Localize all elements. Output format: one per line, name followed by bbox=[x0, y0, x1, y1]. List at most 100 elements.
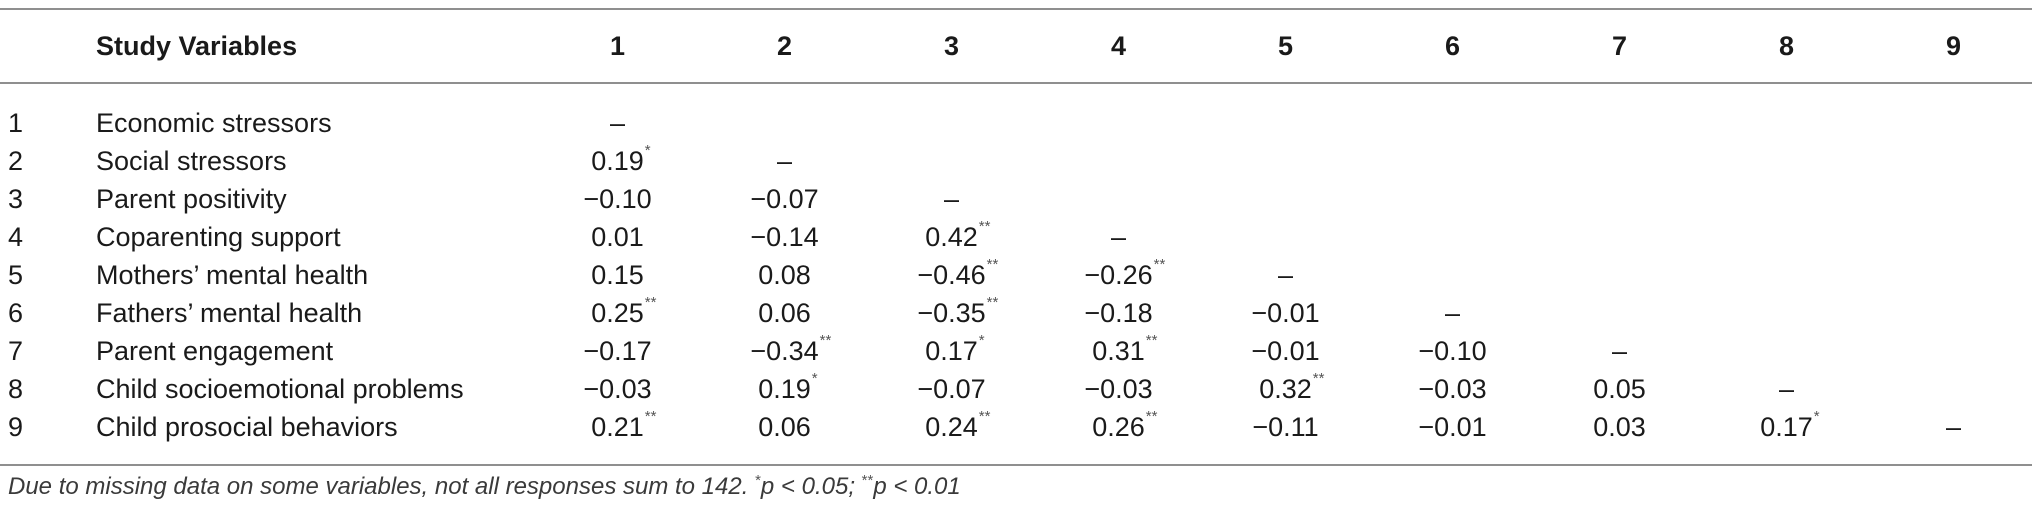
footnote-p-threshold-2: p < 0.01 bbox=[873, 473, 961, 500]
cell-content: – bbox=[1946, 412, 1961, 443]
cell-content: – bbox=[1779, 374, 1794, 405]
table-row: 7 Parent engagement −0.17 −0.34 ** 0.17 * 0.31 *… bbox=[0, 332, 2032, 370]
correlation-cell: −0.11 bbox=[1202, 408, 1369, 465]
correlation-value: – bbox=[1110, 221, 1127, 252]
correlation-cell: −0.01 bbox=[1369, 408, 1536, 465]
cell-content: 0.15 bbox=[591, 260, 644, 291]
header-col-6: 6 bbox=[1444, 30, 1461, 61]
significance-marker: ** bbox=[1153, 255, 1166, 273]
table-row: 9 Child prosocial behaviors 0.21 ** 0.06 0.24… bbox=[0, 408, 2032, 465]
correlation-cell bbox=[1202, 180, 1369, 218]
correlation-cell: 0.01 bbox=[534, 218, 701, 256]
correlation-value: −0.18 bbox=[1084, 297, 1153, 328]
correlation-cell: – bbox=[1202, 256, 1369, 294]
correlation-cell bbox=[1536, 218, 1703, 256]
correlation-cell bbox=[1369, 218, 1536, 256]
row-number: 1 bbox=[8, 107, 24, 138]
correlation-value: 0.15 bbox=[591, 259, 644, 290]
cell-content: −0.26 ** bbox=[1084, 256, 1165, 291]
correlation-cell bbox=[1202, 142, 1369, 180]
cell-content: 0.17 * bbox=[1760, 408, 1819, 443]
correlation-cell bbox=[1870, 256, 2032, 294]
row-number: 2 bbox=[8, 145, 24, 176]
correlation-cell bbox=[1703, 256, 1870, 294]
correlation-value: 0.21 bbox=[591, 411, 644, 442]
correlation-value: – bbox=[1778, 373, 1795, 404]
correlation-cell: 0.06 bbox=[701, 294, 868, 332]
footnote-marker-single: * bbox=[755, 472, 761, 489]
correlation-cell bbox=[868, 83, 1035, 142]
table-row: 2 Social stressors 0.19 * – bbox=[0, 142, 2032, 180]
correlation-cell bbox=[1703, 142, 1870, 180]
correlation-cell bbox=[1536, 180, 1703, 218]
header-study-variables: Study Variables bbox=[96, 30, 298, 61]
significance-marker: ** bbox=[986, 255, 999, 273]
cell-content: −0.35 ** bbox=[917, 294, 998, 329]
cell-content: −0.07 bbox=[917, 374, 985, 405]
variable-label: Fathers’ mental health bbox=[96, 297, 363, 328]
cell-content: 0.06 bbox=[758, 298, 811, 329]
significance-marker: ** bbox=[978, 407, 991, 425]
significance-marker: ** bbox=[978, 217, 991, 235]
row-number: 6 bbox=[8, 297, 24, 328]
correlation-cell: −0.03 bbox=[1369, 370, 1536, 408]
correlation-cell: −0.34 ** bbox=[701, 332, 868, 370]
correlation-cell bbox=[1369, 180, 1536, 218]
cell-content: −0.01 bbox=[1251, 298, 1319, 329]
correlation-cell bbox=[1703, 218, 1870, 256]
correlation-cell bbox=[1202, 218, 1369, 256]
correlation-value: 0.08 bbox=[758, 259, 811, 290]
cell-content: – bbox=[1111, 222, 1126, 253]
correlation-value: −0.14 bbox=[750, 221, 819, 252]
significance-marker: ** bbox=[644, 407, 657, 425]
correlation-cell: −0.10 bbox=[1369, 332, 1536, 370]
header-col-8: 8 bbox=[1778, 30, 1795, 61]
significance-marker: * bbox=[978, 331, 985, 349]
correlation-value: −0.01 bbox=[1251, 335, 1320, 366]
correlation-cell bbox=[1369, 256, 1536, 294]
cell-content: – bbox=[1278, 260, 1293, 291]
correlation-cell: 0.19 * bbox=[701, 370, 868, 408]
correlation-cell: 0.05 bbox=[1536, 370, 1703, 408]
cell-content: −0.03 bbox=[583, 374, 651, 405]
correlation-value: 0.31 bbox=[1092, 335, 1145, 366]
correlation-cell: – bbox=[868, 180, 1035, 218]
header-col-3: 3 bbox=[943, 30, 960, 61]
correlation-cell bbox=[1703, 294, 1870, 332]
row-number: 3 bbox=[8, 183, 24, 214]
correlation-cell: 0.21 ** bbox=[534, 408, 701, 465]
correlation-value: −0.03 bbox=[1418, 373, 1487, 404]
variable-label: Social stressors bbox=[96, 145, 287, 176]
correlation-cell: −0.46 ** bbox=[868, 256, 1035, 294]
correlation-cell: 0.08 bbox=[701, 256, 868, 294]
cell-content: – bbox=[777, 146, 792, 177]
correlation-cell bbox=[1703, 180, 1870, 218]
correlation-cell: −0.03 bbox=[534, 370, 701, 408]
significance-marker: * bbox=[811, 369, 818, 387]
correlation-cell bbox=[1536, 83, 1703, 142]
cell-content: −0.46 ** bbox=[917, 256, 998, 291]
correlation-cell: 0.19 * bbox=[534, 142, 701, 180]
correlation-value: 0.42 bbox=[925, 221, 978, 252]
table-row: 5 Mothers’ mental health 0.15 0.08 −0.46 ** −0… bbox=[0, 256, 2032, 294]
correlation-cell: 0.42 ** bbox=[868, 218, 1035, 256]
significance-marker: ** bbox=[986, 293, 999, 311]
header-col-7: 7 bbox=[1611, 30, 1628, 61]
correlation-cell: – bbox=[534, 83, 701, 142]
table-row: 1 Economic stressors – bbox=[0, 83, 2032, 142]
footnote-text: Due to missing data on some variables, n… bbox=[8, 473, 749, 500]
significance-marker: ** bbox=[1145, 407, 1158, 425]
table-row: 4 Coparenting support 0.01 −0.14 0.42 ** – bbox=[0, 218, 2032, 256]
footnote-marker-double: ** bbox=[861, 472, 874, 489]
correlation-value: 0.17 bbox=[925, 335, 978, 366]
variable-label: Child prosocial behaviors bbox=[96, 411, 398, 442]
correlation-cell bbox=[1870, 142, 2032, 180]
correlation-cell bbox=[1870, 218, 2032, 256]
variable-label: Parent engagement bbox=[96, 335, 334, 366]
correlation-value: −0.34 bbox=[750, 335, 819, 366]
correlation-value: −0.07 bbox=[750, 183, 819, 214]
cell-content: −0.11 bbox=[1252, 412, 1318, 443]
cell-content: 0.03 bbox=[1593, 412, 1646, 443]
correlation-value: – bbox=[776, 145, 793, 176]
